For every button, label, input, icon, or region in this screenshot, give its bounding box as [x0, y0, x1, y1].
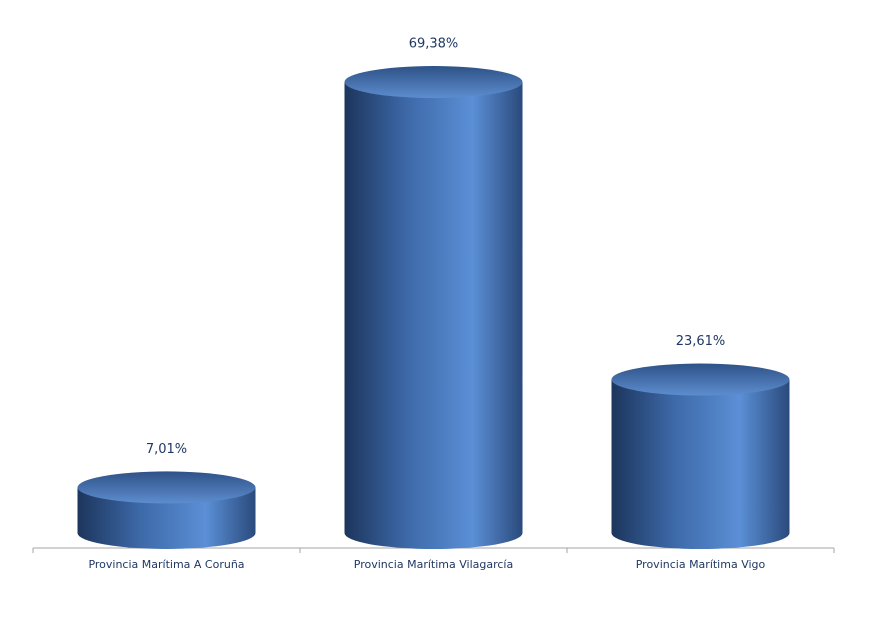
value-label: 23,61%: [676, 334, 726, 349]
cylinder-top: [77, 471, 256, 504]
cylinder-top: [611, 363, 790, 396]
value-label: 7,01%: [146, 442, 187, 457]
cylinder: [77, 487, 256, 549]
x-tick-label: Provincia Marítima A Coruña: [88, 558, 244, 571]
x-tick-label: Provincia Marítima Vigo: [636, 558, 766, 571]
x-tick-label: Provincia Marítima Vilagarcía: [354, 558, 513, 571]
cylinder-top: [344, 66, 523, 99]
cylinder: [344, 82, 523, 549]
value-label: 69,38%: [409, 37, 459, 52]
cylinder: [611, 379, 790, 549]
